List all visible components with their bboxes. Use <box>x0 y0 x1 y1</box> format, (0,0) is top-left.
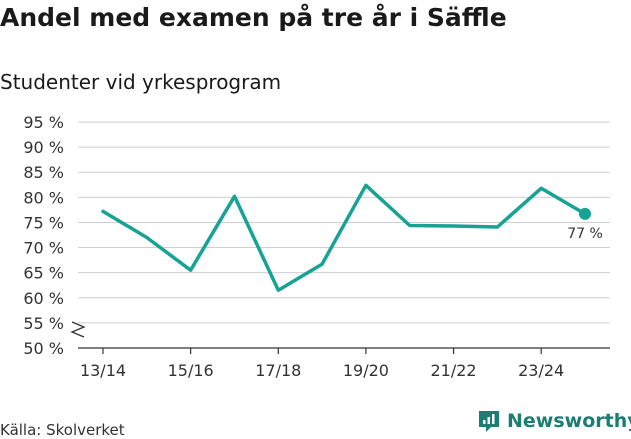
chart-subtitle: Studenter vid yrkesprogram <box>0 70 282 94</box>
x-tick-label: 19/20 <box>343 361 389 380</box>
y-tick-label: 70 % <box>23 239 64 258</box>
x-tick-label: 21/22 <box>430 361 476 380</box>
y-tick-label: 80 % <box>23 188 64 207</box>
last-point-marker <box>579 207 591 220</box>
x-tick-label: 15/16 <box>168 361 214 380</box>
x-tick-label: 13/14 <box>80 361 126 380</box>
brand-name: Newsworthy <box>507 410 631 432</box>
y-tick-label: 75 % <box>23 213 64 232</box>
y-tick-label: 95 % <box>23 113 64 132</box>
y-tick-label: 85 % <box>23 163 64 182</box>
y-tick-label: 50 % <box>23 339 64 358</box>
line-chart: 50 % 55 % 60 % 65 % 70 % 75 % 80 % 85 % 90 % 95 %… <box>23 113 610 380</box>
last-point-label: 77 % <box>567 226 603 242</box>
chart-title: Andel med examen på tre år i Säffle <box>0 3 507 32</box>
y-tick-label: 90 % <box>23 138 64 157</box>
y-tick-label: 65 % <box>23 264 64 283</box>
newsworthy-brand: Newsworthy <box>477 409 631 433</box>
y-tick-label: 60 % <box>23 289 64 308</box>
series-line <box>101 183 587 292</box>
source-note: Källa: Skolverket <box>0 421 125 439</box>
axis-break-icon <box>70 321 86 338</box>
y-tick-label: 55 % <box>23 314 64 333</box>
x-tick-label: 17/18 <box>255 361 301 380</box>
newsworthy-logo-icon <box>479 411 499 432</box>
x-tick-label: 23/24 <box>518 361 564 380</box>
